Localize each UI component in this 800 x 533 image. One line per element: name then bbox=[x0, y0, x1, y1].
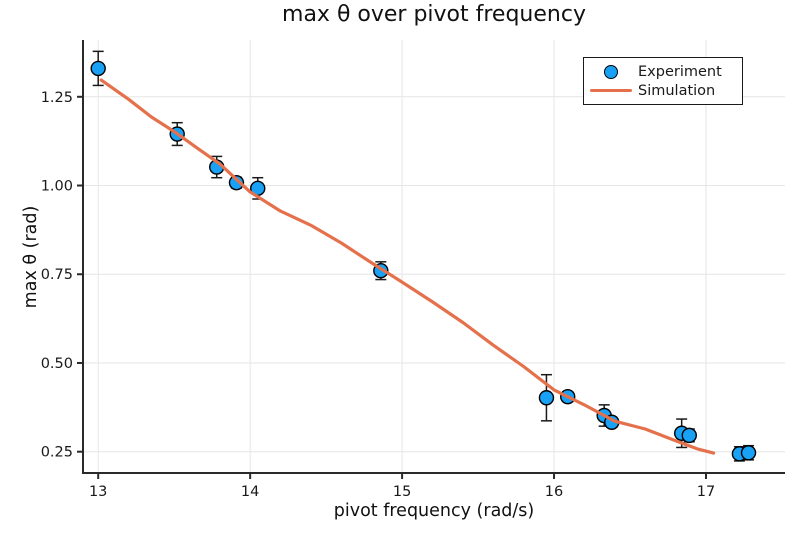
legend: Experiment Simulation bbox=[583, 57, 743, 105]
y-axis-label: max θ (rad) bbox=[21, 205, 41, 309]
x-tick-label: 17 bbox=[697, 484, 715, 500]
y-tick-label: 0.50 bbox=[41, 356, 73, 372]
x-tick-label: 13 bbox=[89, 484, 107, 500]
experiment-point bbox=[740, 445, 757, 461]
y-tick-label: 1.25 bbox=[41, 90, 73, 106]
x-axis-label: pivot frequency (rad/s) bbox=[333, 501, 535, 521]
experiment-marker-icon bbox=[584, 64, 638, 79]
y-tick-label: 0.25 bbox=[41, 445, 73, 461]
x-tick-label: 15 bbox=[393, 484, 411, 500]
legend-item-simulation: Simulation bbox=[584, 81, 742, 100]
simulation-line bbox=[99, 78, 716, 455]
y-tick-label: 0.75 bbox=[41, 267, 73, 283]
legend-label-experiment: Experiment bbox=[638, 63, 722, 80]
plot-title: max θ over pivot frequency bbox=[282, 2, 586, 27]
legend-item-experiment: Experiment bbox=[584, 62, 742, 81]
legend-label-simulation: Simulation bbox=[638, 82, 716, 99]
x-tick-label: 16 bbox=[545, 484, 563, 500]
experiment-point bbox=[538, 390, 555, 406]
simulation-line-icon bbox=[584, 88, 638, 93]
experiment-point bbox=[90, 60, 106, 77]
x-tick-label: 14 bbox=[241, 484, 259, 500]
experiment-point bbox=[681, 427, 697, 444]
y-tick-label: 1.00 bbox=[41, 179, 73, 195]
experiment-point bbox=[228, 174, 245, 191]
